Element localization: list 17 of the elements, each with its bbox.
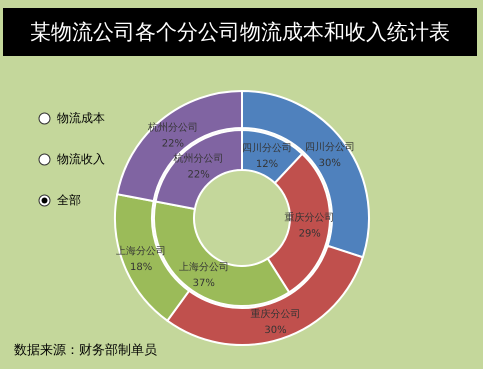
text: 物流成本 bbox=[57, 110, 105, 127]
text: 物流收入 bbox=[57, 151, 105, 168]
data-label: 30% bbox=[318, 158, 341, 170]
source-note: 数据来源：财务部制单员 bbox=[14, 342, 157, 359]
slice-label: 重庆分公司 bbox=[250, 308, 301, 320]
chart-title: 某物流公司各个分公司物流成本和收入统计表 bbox=[3, 8, 477, 56]
data-label: 22% bbox=[188, 170, 210, 181]
slice-label: 上海分公司 bbox=[178, 261, 229, 274]
data-label: 30% bbox=[264, 325, 287, 336]
text: 全部 bbox=[57, 192, 81, 209]
data-label: 18% bbox=[130, 262, 152, 273]
data-label: 37% bbox=[192, 278, 215, 290]
data-label: 12% bbox=[256, 158, 278, 170]
slice-label: 杭州分公司 bbox=[146, 121, 198, 134]
data-label: 29% bbox=[298, 228, 321, 240]
slice-label: 四川分公司 bbox=[242, 142, 292, 154]
data-label: 22% bbox=[162, 138, 184, 150]
